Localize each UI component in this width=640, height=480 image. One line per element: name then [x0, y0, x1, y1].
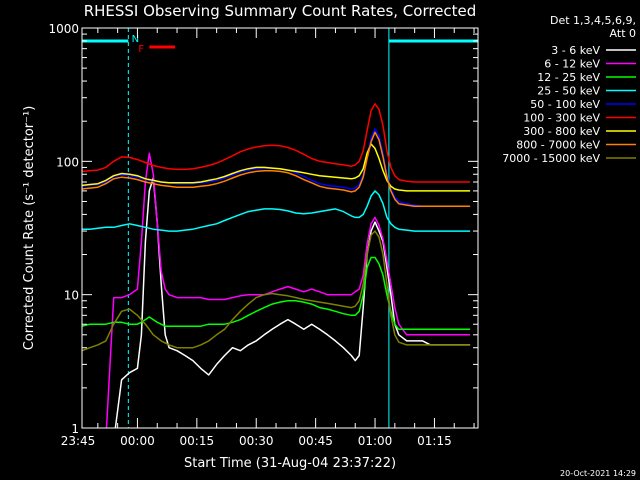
x-tick-label: 01:15 — [417, 434, 452, 448]
y-tick-label: 10 — [64, 289, 79, 303]
legend-entry-label: 25 - 50 keV — [537, 85, 600, 98]
legend-entry-label: 6 - 12 keV — [544, 58, 600, 71]
render-timestamp: 20-Oct-2021 14:29 — [560, 469, 636, 478]
flag-label: F — [138, 44, 144, 55]
x-tick-label: 00:30 — [239, 434, 274, 448]
legend-entry-label: 300 - 800 keV — [523, 125, 600, 138]
series-line-6 — [82, 143, 471, 192]
legend-entry-label: 3 - 6 keV — [551, 44, 600, 57]
chart-title: RHESSI Observing Summary Count Rates, Co… — [84, 2, 477, 20]
series-lines — [82, 103, 471, 428]
series-line-5 — [82, 103, 471, 183]
series-line-1 — [105, 152, 471, 428]
series-line-8 — [82, 230, 471, 352]
y-axis: 1 10 100 1000 — [48, 22, 478, 436]
flag-bars: NF — [82, 34, 478, 55]
series-line-2 — [82, 256, 471, 331]
series-line-3 — [82, 190, 471, 232]
legend-entry-label: 7000 - 15000 keV — [502, 152, 600, 165]
legend-entry-label: 100 - 300 keV — [523, 112, 600, 125]
x-tick-label: 00:00 — [120, 434, 155, 448]
x-axis: 23:45 00:00 00:15 00:30 00:45 01:00 01:15 — [61, 28, 475, 448]
y-tick-label: 100 — [56, 155, 79, 169]
legend-entry-label: 12 - 25 keV — [537, 71, 600, 84]
x-tick-label: 00:45 — [298, 434, 333, 448]
legend-entry-label: 50 - 100 keV — [530, 98, 600, 111]
legend-header: Att 0 — [610, 27, 636, 40]
legend-header: Det 1,3,4,5,6,9, — [550, 14, 636, 27]
y-tick-label: 1 — [71, 422, 79, 436]
flag-label: N — [132, 34, 139, 45]
y-tick-label: 1000 — [48, 22, 79, 36]
x-tick-label: 00:15 — [180, 434, 215, 448]
series-line-7 — [82, 131, 471, 208]
legend-entry-label: 800 - 7000 keV — [516, 139, 600, 152]
plot-frame — [81, 27, 479, 429]
plot-area: NF — [81, 28, 479, 428]
y-axis-label: Corrected Count Rate (s⁻¹ detector⁻¹) — [22, 106, 37, 351]
x-axis-label: Start Time (31-Aug-04 23:37:22) — [184, 456, 396, 471]
x-tick-label: 01:00 — [358, 434, 393, 448]
x-tick-label: 23:45 — [61, 434, 96, 448]
